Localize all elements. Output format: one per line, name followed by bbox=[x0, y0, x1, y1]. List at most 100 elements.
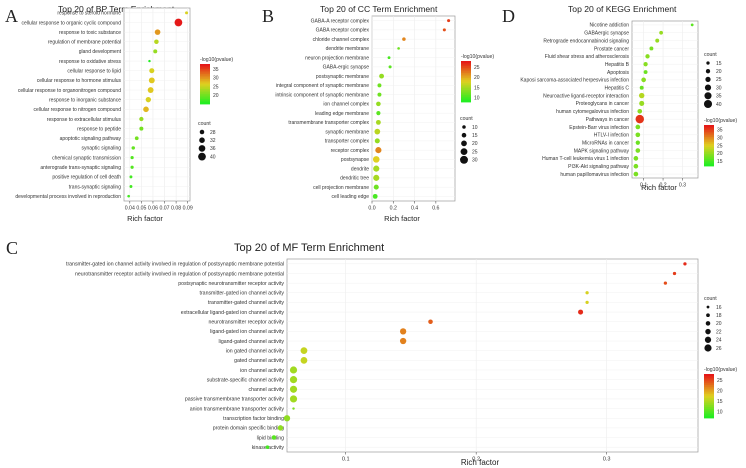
colorbar-swatch-a bbox=[200, 75, 210, 78]
data-point-d bbox=[645, 54, 650, 59]
size-legend-label-b: 15 bbox=[472, 133, 478, 139]
data-point-d bbox=[633, 156, 639, 161]
category-label-a: cellular response to organonitrogen comp… bbox=[18, 88, 121, 94]
x-tick-label-c: 0.2 bbox=[472, 457, 480, 463]
colorbar-swatch-b bbox=[461, 67, 471, 70]
colorbar-swatch-c bbox=[704, 416, 714, 419]
data-point-c bbox=[399, 337, 407, 345]
category-label-c: neurotransmitter receptor activity invol… bbox=[75, 271, 284, 277]
x-axis-title-a: Rich factor bbox=[127, 214, 163, 223]
panel-label-d: D bbox=[502, 6, 515, 26]
colorbar-tick-b: 15 bbox=[474, 85, 480, 91]
category-label-a: cellular response to lipid bbox=[67, 69, 121, 75]
colorbar-title-b: -log10(pvalue) bbox=[461, 54, 494, 60]
colorbar-tick-d: 25 bbox=[717, 143, 723, 149]
data-point-b bbox=[373, 184, 379, 190]
data-point-a bbox=[139, 116, 144, 122]
data-point-b bbox=[447, 19, 451, 23]
category-label-a: response to extracellular stimulus bbox=[47, 117, 122, 123]
size-legend-dot-b bbox=[462, 125, 466, 129]
colorbar-swatch-a bbox=[200, 92, 210, 95]
colorbar-tick-c: 25 bbox=[717, 378, 723, 384]
size-legend-dot-a bbox=[199, 137, 205, 143]
data-point-a bbox=[143, 106, 149, 113]
category-label-c: lipid binding bbox=[257, 435, 285, 441]
colorbar-swatch-a bbox=[200, 65, 210, 68]
category-label-d: Epstein-Barr virus infection bbox=[569, 125, 629, 131]
data-point-c bbox=[265, 445, 270, 450]
x-tick-label-b: 0.6 bbox=[432, 206, 439, 212]
category-label-c: gated channel activity bbox=[234, 358, 284, 364]
colorbar-swatch-b bbox=[461, 84, 471, 88]
size-legend-label-c: 20 bbox=[716, 321, 722, 327]
category-label-c: postsynaptic neurotransmitter receptor a… bbox=[178, 281, 284, 287]
plot-area-b bbox=[371, 15, 456, 202]
colorbar-swatch-c bbox=[704, 383, 714, 386]
category-label-d: Fluid shear stress and atherosclerosis bbox=[545, 54, 630, 60]
data-point-d bbox=[633, 171, 639, 177]
category-label-b: synaptic membrane bbox=[325, 129, 369, 135]
colorbar-swatch-c bbox=[704, 392, 714, 395]
colorbar-swatch-d bbox=[704, 164, 714, 167]
category-label-d: MicroRNAs in cancer bbox=[582, 140, 629, 146]
category-label-c: transcription factor binding bbox=[223, 416, 284, 422]
colorbar-swatch-d bbox=[704, 135, 714, 138]
colorbar-swatch-b bbox=[461, 69, 471, 72]
colorbar-tick-b: 20 bbox=[474, 75, 480, 81]
size-legend-label-c: 24 bbox=[716, 338, 722, 344]
colorbar-swatch-b bbox=[461, 72, 471, 76]
category-label-a: response to steroid hormone bbox=[57, 11, 121, 17]
category-label-d: Pathways in cancer bbox=[586, 117, 630, 123]
colorbar-swatch-d bbox=[704, 136, 714, 140]
data-point-b bbox=[377, 83, 382, 88]
chart-title-b: Top 20 of CC Term Enrichment bbox=[320, 4, 438, 14]
category-label-a: cellular response to nitrogen compound bbox=[33, 107, 121, 113]
data-point-c bbox=[271, 435, 277, 440]
size-legend-dot-b bbox=[460, 148, 468, 156]
colorbar-swatch-b bbox=[461, 98, 471, 101]
colorbar-tick-a: 35 bbox=[213, 67, 219, 73]
colorbar-swatch-d bbox=[704, 154, 714, 157]
colorbar-tick-c: 10 bbox=[717, 410, 723, 416]
size-legend-dot-d bbox=[704, 92, 712, 100]
data-point-d bbox=[655, 38, 660, 43]
category-label-b: transporter complex bbox=[325, 139, 370, 145]
colorbar-swatch-b bbox=[461, 96, 471, 99]
size-legend-label-c: 26 bbox=[716, 346, 722, 352]
category-label-c: transmitter-gated ion channel activity bbox=[200, 291, 285, 297]
panel-label-c: C bbox=[6, 238, 18, 258]
category-label-d: Human T-cell leukemia virus 1 infection bbox=[542, 156, 629, 162]
colorbar-swatch-d bbox=[704, 157, 714, 160]
colorbar-swatch-a bbox=[200, 84, 210, 87]
category-label-a: response to oxidative stress bbox=[59, 59, 121, 65]
category-label-d: Prostate cancer bbox=[594, 46, 629, 52]
data-point-b bbox=[402, 37, 406, 41]
colorbar-title-a: -log10(pvalue) bbox=[200, 57, 233, 63]
colorbar-title-c: -log10(pvalue) bbox=[704, 367, 737, 373]
size-legend-label-a: 40 bbox=[210, 154, 216, 160]
colorbar-swatch-c bbox=[704, 381, 714, 384]
category-label-b: dendrite membrane bbox=[326, 46, 370, 52]
data-point-d bbox=[639, 85, 644, 90]
colorbar-swatch-c bbox=[704, 386, 714, 390]
size-legend-label-a: 32 bbox=[210, 138, 216, 144]
category-label-c: substrate-specific channel activity bbox=[207, 377, 285, 383]
colorbar-swatch-c bbox=[704, 379, 714, 382]
colorbar-swatch-b bbox=[461, 62, 471, 65]
category-label-a: anterograde trans-synaptic signaling bbox=[40, 165, 121, 171]
colorbar-tick-c: 20 bbox=[717, 389, 723, 395]
category-label-c: passive transmembrane transporter activi… bbox=[185, 397, 285, 403]
category-label-c: ligand-gated ion channel activity bbox=[210, 329, 284, 335]
category-label-b: ion channel complex bbox=[323, 102, 369, 108]
colorbar-swatch-a bbox=[200, 94, 210, 97]
category-label-b: receptor complex bbox=[331, 148, 370, 154]
x-tick-label-b: 0.0 bbox=[368, 206, 375, 212]
colorbar-tick-c: 15 bbox=[717, 399, 723, 405]
category-label-b: cell projection membrane bbox=[313, 185, 369, 191]
category-label-c: protein domain specific binding bbox=[213, 426, 284, 432]
colorbar-swatch-a bbox=[200, 72, 210, 75]
data-point-d bbox=[635, 148, 641, 153]
colorbar-swatch-b bbox=[461, 78, 471, 81]
colorbar-swatch-c bbox=[704, 385, 714, 388]
data-point-c bbox=[292, 407, 295, 410]
